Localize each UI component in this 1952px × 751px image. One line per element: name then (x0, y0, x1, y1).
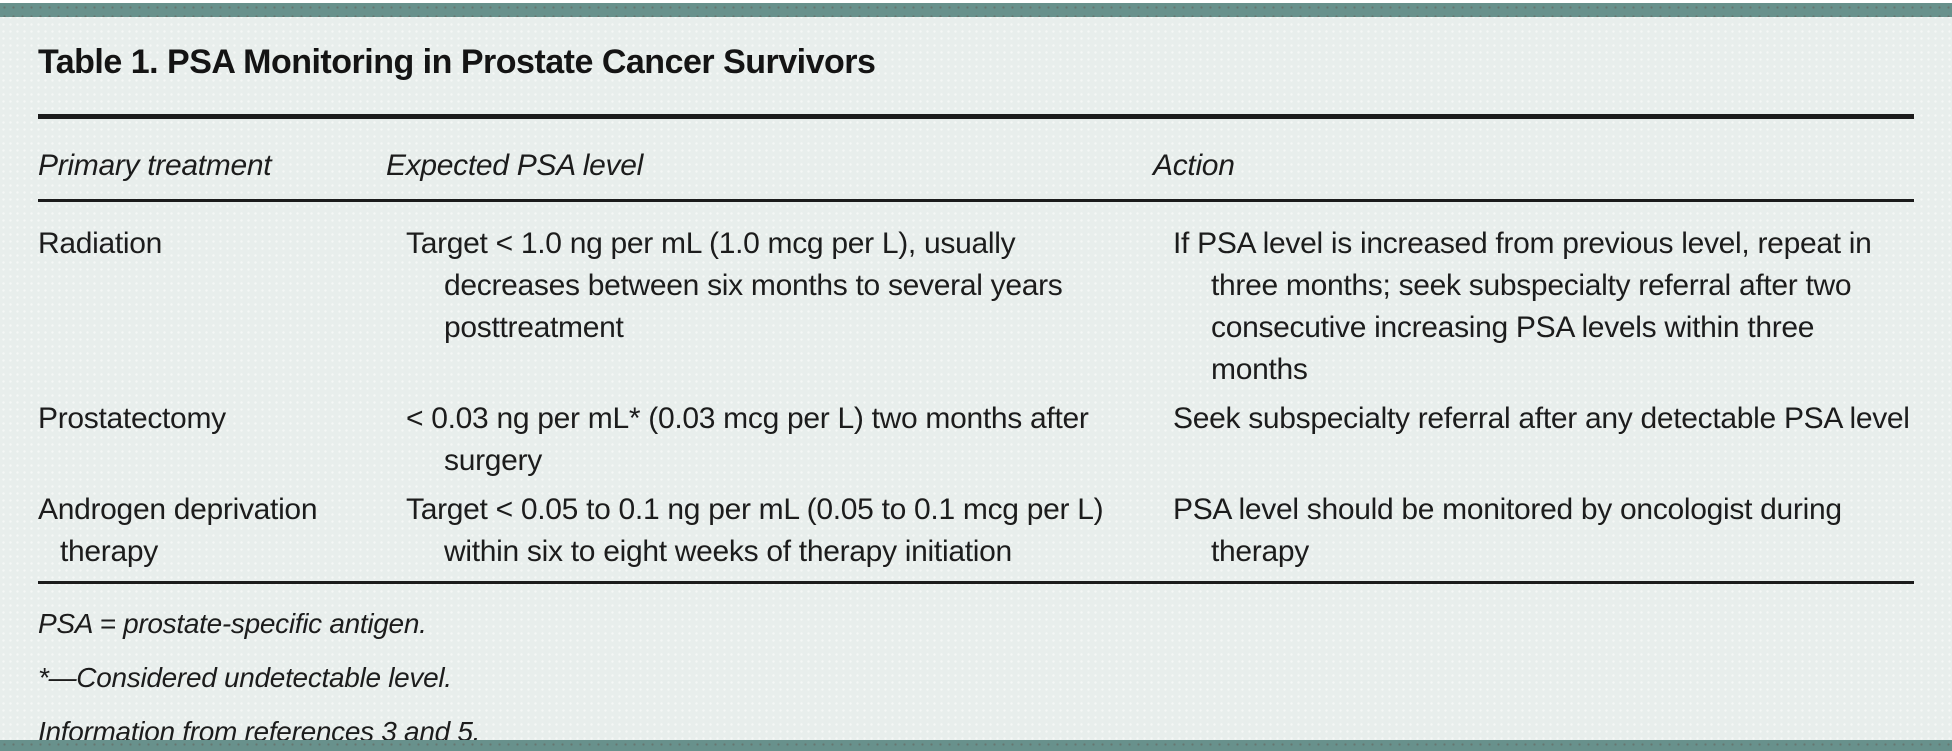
table-bottom-rule (38, 581, 1914, 584)
expected-psa-cell: < 0.03 ng per mL* (0.03 mcg per L) two m… (406, 402, 1089, 477)
column-header-action: Action (1153, 149, 1235, 182)
treatment-cell: Prostatectomy (38, 402, 226, 435)
table-content: Table 1. PSA Monitoring in Prostate Canc… (0, 44, 1952, 747)
table-row: Prostatectomy < 0.03 ng per mL* (0.03 mc… (38, 398, 1914, 482)
column-header-primary-treatment: Primary treatment (38, 149, 272, 182)
column-header-expected-psa-level: Expected PSA level (386, 149, 643, 182)
action-cell: Seek subspecialty referral after any det… (1173, 402, 1910, 435)
expected-psa-cell: Target < 1.0 ng per mL (1.0 mcg per L), … (406, 227, 1063, 344)
table-row: Androgen deprivation therapy Target < 0.… (38, 489, 1914, 573)
footnote-asterisk: *—Considered undetectable level. (38, 662, 452, 693)
action-cell: PSA level should be monitored by oncolog… (1173, 493, 1842, 568)
table-body: Radiation Target < 1.0 ng per mL (1.0 mc… (38, 202, 1914, 581)
table-row: Radiation Target < 1.0 ng per mL (1.0 mc… (38, 223, 1914, 391)
top-accent-bar (0, 3, 1952, 17)
table-header-row: Primary treatment Expected PSA level Act… (38, 148, 1914, 184)
treatment-cell: Androgen deprivation therapy (38, 493, 318, 568)
treatment-cell: Radiation (38, 227, 163, 260)
table-title: Table 1. PSA Monitoring in Prostate Canc… (38, 43, 876, 81)
top-white-strip (0, 0, 1952, 3)
expected-psa-cell: Target < 0.05 to 0.1 ng per mL (0.05 to … (406, 493, 1104, 568)
bottom-accent-bar (0, 740, 1952, 751)
header-rule (38, 199, 1914, 202)
table-footnotes: PSA = prostate-specific antigen. *—Consi… (38, 609, 1914, 747)
footnote-psa-definition: PSA = prostate-specific antigen. (38, 608, 427, 639)
title-rule (38, 114, 1914, 119)
action-cell: If PSA level is increased from previous … (1173, 227, 1872, 386)
